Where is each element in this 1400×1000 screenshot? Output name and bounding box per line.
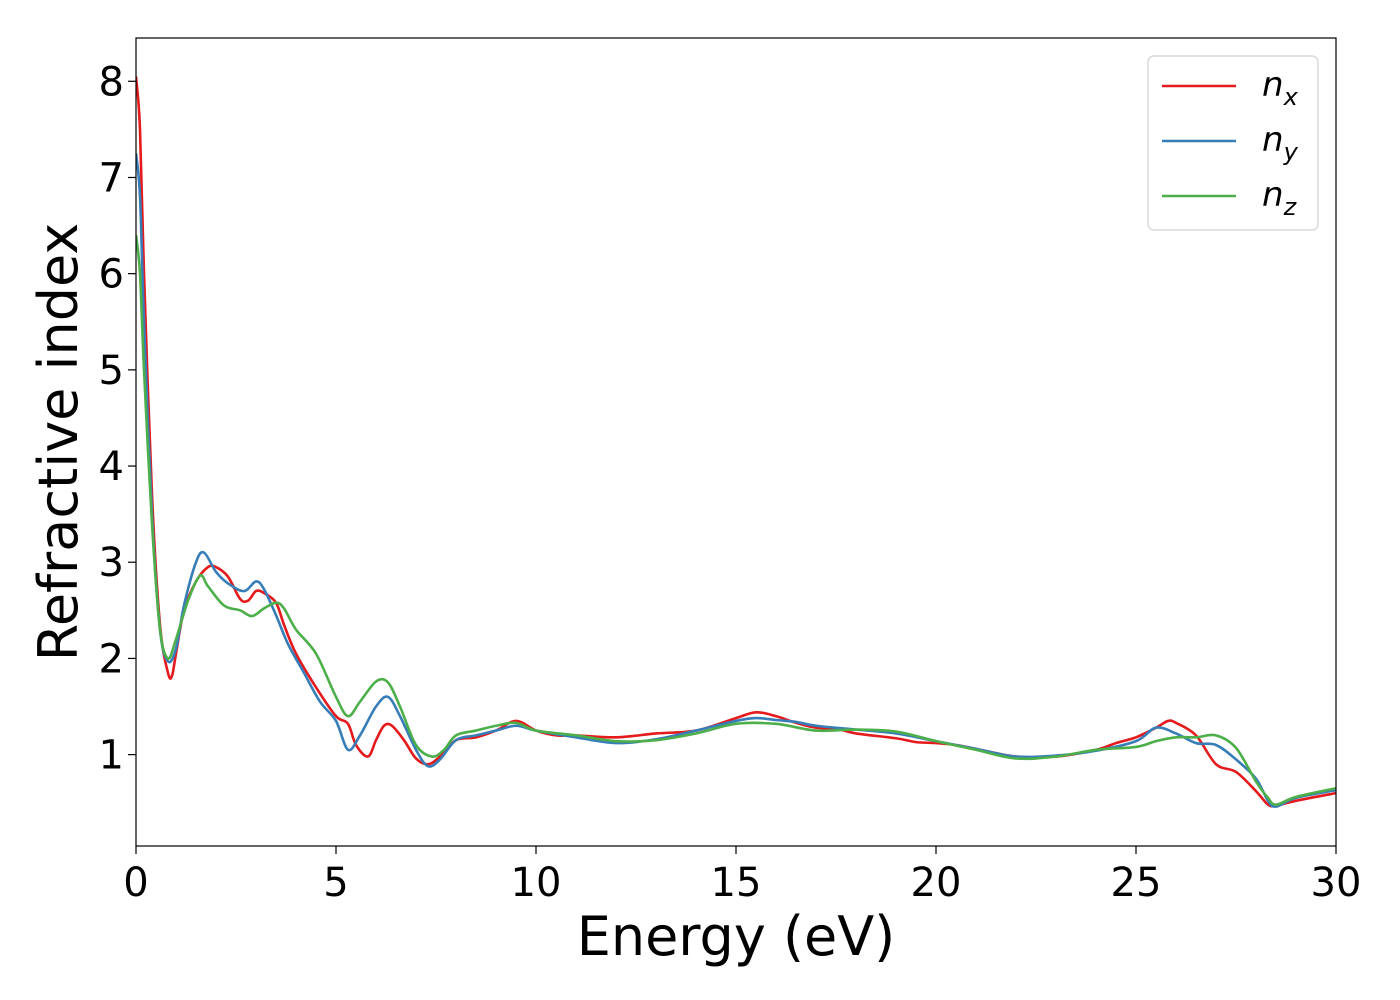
y-tick-label: 1 (99, 733, 124, 779)
y-tick-label: 3 (99, 540, 124, 586)
x-tick-label: 30 (1311, 860, 1362, 906)
x-tick-label: 5 (323, 860, 348, 906)
series-line-ny (136, 153, 1336, 808)
x-axis-label: Energy (eV) (577, 905, 896, 968)
y-tick-label: 6 (99, 252, 124, 298)
x-tick-label: 25 (1111, 860, 1162, 906)
y-tick-label: 2 (99, 636, 124, 682)
y-tick-label: 7 (99, 155, 124, 201)
y-tick-label: 5 (99, 348, 124, 394)
y-axis-label: Refractive index (27, 223, 90, 662)
legend-box (1147, 55, 1319, 231)
legend-entry-label: nx (1262, 65, 1299, 111)
legend-entry-name: n (1262, 65, 1284, 105)
legend-entry-subscript: y (1283, 138, 1299, 166)
legend-entry-label: nz (1262, 175, 1298, 221)
x-tick-label: 0 (123, 860, 148, 906)
legend-entry-subscript: z (1283, 193, 1298, 221)
x-tick-label: 20 (911, 860, 962, 906)
ticks-layer: 0 5 10 15 20 25 30 1 2 3 4 5 6 7 8 (99, 59, 1362, 906)
x-tick-label: 15 (711, 860, 762, 906)
y-tick-label: 8 (99, 59, 124, 105)
x-tick-label: 10 (511, 860, 562, 906)
series-layer (136, 76, 1336, 808)
legend-entry-label: ny (1262, 120, 1299, 166)
legend-entry-name: n (1262, 120, 1284, 160)
legend-entry-name: n (1262, 175, 1284, 215)
y-tick-label: 4 (99, 444, 124, 490)
legend-entry-subscript: x (1283, 83, 1299, 111)
series-line-nz (136, 235, 1336, 806)
